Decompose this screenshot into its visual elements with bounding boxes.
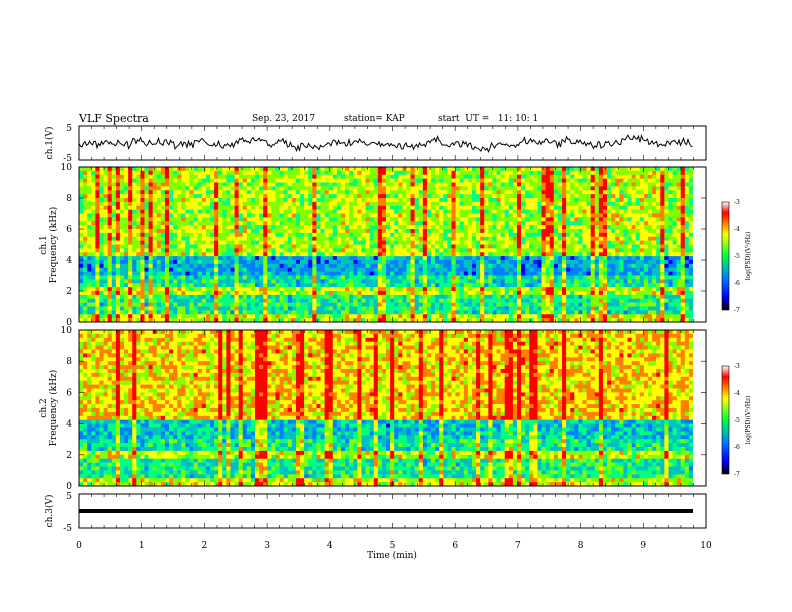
ch2-spectrogram-image — [79, 330, 706, 487]
plot-title: VLF Spectra — [79, 112, 149, 125]
frequency-tick-label: 0 — [66, 482, 72, 492]
time-axis-tick-label: 9 — [640, 541, 646, 551]
station-label: station= KAP — [344, 114, 405, 124]
ch2-colorbar-tick: -6 — [734, 444, 740, 451]
ch2-colorbar-label: log(PSD)(V²/Hz) — [745, 396, 752, 445]
ch1-spectrogram-image — [79, 167, 706, 323]
ch1-waveform-frame — [78, 125, 707, 161]
ch2-spectrogram-channel-label: ch.2 — [39, 398, 49, 417]
frequency-tick-label: 10 — [61, 326, 73, 336]
ch3-ytick-bottom: -5 — [63, 524, 72, 534]
ch1-colorbar-tick: -4 — [734, 226, 740, 233]
frequency-tick-label: 4 — [66, 256, 72, 266]
frequency-tick-label: 2 — [66, 287, 72, 297]
ch1-spectrogram-ylabel: Frequency (kHz) — [48, 207, 59, 284]
frequency-tick-label: 8 — [66, 194, 72, 204]
ch1-spectrogram-channel-label: ch.1 — [39, 235, 49, 254]
ch2-spectrogram-ylabel: Frequency (kHz) — [48, 370, 59, 447]
start-time-label: start UT = 11: 10: 1 — [438, 114, 539, 124]
time-axis-tick-label: 0 — [76, 541, 82, 551]
ch2-colorbar-tick: -7 — [734, 471, 740, 478]
ch1-waveform-panel: 5 -5 ch.1(V) — [44, 124, 707, 164]
ch2-spectrogram-yticks: 0 2 4 6 8 10 — [61, 326, 706, 492]
frequency-tick-label: 4 — [66, 420, 72, 430]
ch1-colorbar-label: log(PSD)(V²/Hz) — [745, 232, 752, 281]
ch1-ytick-top: 5 — [66, 124, 72, 134]
ch1-colorbar: -3 -4 -5 -6 -7 log(PSD)(V²/Hz) — [721, 199, 752, 314]
time-axis-tick-labels: 0 1 2 3 4 5 6 7 8 9 10 — [76, 541, 712, 551]
ch3-waveform-line — [79, 509, 693, 513]
ch3-waveform-ylabel: ch.3(V) — [44, 495, 55, 528]
time-axis-tick-label: 5 — [390, 541, 396, 551]
ch2-spectrogram-panel: 0 2 4 6 8 10 ch.2 Frequency (kHz) — [39, 326, 707, 492]
frequency-tick-label: 10 — [61, 163, 73, 173]
time-axis-tick-label: 3 — [264, 541, 270, 551]
time-axis-tick-label: 1 — [139, 541, 145, 551]
frequency-tick-label: 6 — [66, 388, 72, 398]
ch1-colorbar-tick: -5 — [734, 253, 740, 260]
ch1-spectrogram-panel: 0 2 4 6 8 10 ch.1 Frequency (kHz) — [39, 163, 707, 328]
time-axis-label: Time (min) — [367, 550, 417, 561]
ch1-waveform-ylabel: ch.1(V) — [44, 127, 55, 160]
ch2-colorbar-gradient — [721, 365, 730, 475]
ch1-colorbar-gradient — [721, 201, 730, 311]
date-label: Sep. 23, 2017 — [252, 114, 316, 124]
ch1-colorbar-tick: -7 — [734, 307, 740, 314]
time-axis-ticks — [78, 126, 707, 528]
frequency-tick-label: 2 — [66, 451, 72, 461]
time-axis-tick-label: 7 — [515, 541, 521, 551]
frequency-tick-label: 6 — [66, 225, 72, 235]
time-axis-tick-label: 2 — [202, 541, 208, 551]
time-axis-tick-label: 6 — [452, 541, 458, 551]
ch2-colorbar: -3 -4 -5 -6 -7 log(PSD)(V²/Hz) — [721, 363, 752, 478]
ch1-waveform-line — [78, 133, 693, 153]
ch1-colorbar-tick: -3 — [734, 199, 740, 206]
time-axis-tick-label: 8 — [578, 541, 584, 551]
ch3-ytick-top: 5 — [66, 492, 72, 502]
ch3-waveform-panel: 5 -5 ch.3(V) — [44, 492, 707, 534]
ch2-colorbar-tick: -5 — [734, 417, 740, 424]
ch1-ytick-bottom: -5 — [63, 154, 72, 164]
frequency-tick-label: 8 — [66, 357, 72, 367]
ch2-colorbar-tick: -3 — [734, 363, 740, 370]
ch1-spectrogram-yticks: 0 2 4 6 8 10 — [61, 163, 706, 328]
ch1-colorbar-tick: -6 — [734, 280, 740, 287]
time-axis-tick-label: 4 — [327, 541, 333, 551]
frequency-tick-label: 0 — [66, 318, 72, 328]
time-axis-tick-label: 10 — [700, 541, 712, 551]
ch2-colorbar-tick: -4 — [734, 390, 740, 397]
